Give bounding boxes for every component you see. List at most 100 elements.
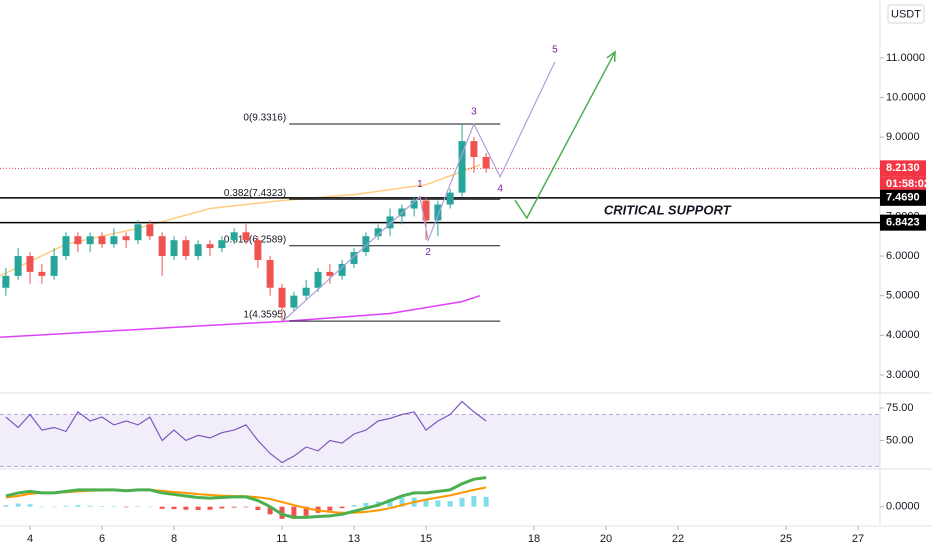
x-tick-label: 20 [600, 533, 612, 545]
candle-body [278, 287, 286, 308]
macd-histogram [27, 504, 33, 507]
candle-body [350, 252, 358, 264]
y-tick-label: 10.0000 [886, 91, 926, 103]
candle-body [314, 271, 322, 288]
fib-label: 0(9.3316) [243, 113, 286, 124]
moving-average [0, 294, 481, 339]
candle-body [194, 244, 202, 257]
candle-body [134, 224, 142, 241]
x-tick-label: 6 [99, 533, 105, 545]
y-tick-label: 11.0000 [886, 52, 925, 64]
candle-body [326, 271, 334, 276]
macd-histogram [459, 497, 465, 507]
candle-body [482, 156, 490, 169]
candle-body [98, 236, 106, 245]
x-tick-label: 27 [852, 533, 864, 545]
candle-body [218, 240, 226, 249]
macd-histogram [15, 503, 21, 507]
candle-body [266, 260, 274, 288]
candle-body [434, 204, 442, 221]
candle-body [206, 244, 214, 249]
macd-histogram [339, 506, 345, 509]
macd-histogram [387, 499, 393, 507]
macd-histogram [423, 499, 429, 507]
y-tick-label: 4.0000 [886, 329, 920, 341]
y-tick-label: 0.0000 [886, 501, 920, 513]
candle-body [242, 232, 250, 241]
macd-histogram [39, 506, 45, 508]
candle-body [422, 200, 430, 221]
candle-body [338, 263, 346, 276]
y-tick-label: 3.0000 [886, 369, 920, 381]
candle-body [26, 256, 34, 272]
candle-body [122, 236, 130, 241]
x-tick-label: 25 [780, 533, 792, 545]
macd-histogram [399, 497, 405, 507]
macd-histogram [87, 505, 93, 507]
fib-label: 0.382(7.4323) [224, 188, 286, 199]
macd-histogram [3, 505, 9, 507]
candle-body [290, 295, 298, 308]
macd-histogram [123, 506, 129, 508]
candle-body [230, 232, 238, 241]
macd-histogram [219, 506, 225, 509]
annotation: CRITICAL SUPPORT [604, 202, 732, 217]
rsi-line [5, 400, 487, 464]
macd-histogram [99, 506, 105, 507]
macd-histogram [447, 501, 453, 507]
macd-histogram [327, 506, 333, 511]
x-tick-label: 11 [276, 533, 287, 545]
candle-body [446, 192, 454, 205]
x-tick-label: 18 [528, 533, 540, 545]
level-label: 7.4690 [886, 192, 920, 204]
macd-line [5, 476, 487, 519]
candle-body [458, 141, 466, 193]
candle-body [362, 236, 370, 253]
wave-label: 3 [471, 107, 477, 118]
candle-body [50, 256, 58, 276]
macd-histogram [471, 495, 477, 507]
macd-histogram [171, 506, 177, 510]
x-tick-label: 8 [171, 533, 177, 545]
y-tick-label: 5.0000 [886, 290, 920, 302]
level-label-box [880, 189, 926, 206]
macd-histogram [135, 506, 141, 507]
wave-label: 1 [417, 179, 423, 190]
macd-histogram [291, 506, 297, 519]
elliott-wave [282, 61, 556, 322]
currency-label[interactable]: USDT [891, 8, 921, 20]
y-tick-label: 9.0000 [886, 131, 920, 143]
macd-histogram [75, 505, 81, 507]
macd-histogram [255, 506, 261, 511]
candle-body [170, 240, 178, 257]
candle-body [2, 275, 10, 288]
macd-histogram [51, 506, 57, 508]
candle-body [110, 236, 118, 245]
y-tick-label: 6.0000 [886, 250, 920, 262]
rsi-band [0, 414, 880, 467]
macd-histogram [483, 496, 489, 507]
wave-label: 2 [425, 247, 431, 258]
fib-label: 0.618(6.2589) [224, 234, 286, 245]
x-tick-label: 4 [27, 533, 33, 545]
x-tick-label: 15 [420, 533, 432, 545]
candle-body [62, 236, 70, 257]
currency-box[interactable] [887, 4, 925, 24]
macd-histogram [147, 506, 153, 508]
projection-arrow [514, 51, 616, 220]
candle-body [74, 236, 82, 245]
level-label: 6.8423 [886, 217, 920, 229]
arrow-head [606, 50, 616, 62]
macd-histogram [267, 506, 273, 515]
y-tick-label: 50.00 [886, 434, 914, 446]
macd-histogram [363, 503, 369, 507]
macd-histogram [183, 506, 189, 510]
candle-body [254, 240, 262, 261]
macd-histogram [111, 506, 117, 507]
wave-label: 5 [552, 44, 558, 55]
candle-body [386, 216, 394, 229]
candle-body [14, 256, 22, 276]
candle-body [374, 228, 382, 237]
